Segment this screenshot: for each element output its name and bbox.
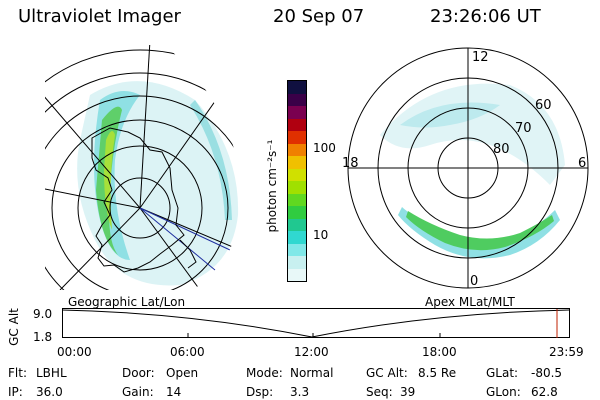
glon-label: GLon: (486, 385, 521, 399)
colorbar-swatch (288, 81, 306, 94)
coastline (91, 127, 185, 273)
xtick-2359: 23:59 (549, 345, 584, 359)
xtick-1200: 12:00 (294, 345, 329, 359)
mlt-label-12: 12 (472, 50, 489, 65)
glon-value: 62.8 (531, 385, 558, 399)
lat-label-60: 60 (535, 98, 552, 113)
xtick-1800: 18:00 (422, 345, 457, 359)
lat-label-70: 70 (515, 121, 532, 136)
gcalt-label: GC Alt: (366, 366, 408, 380)
instrument-title: Ultraviolet Imager (18, 6, 181, 27)
mode-value: Normal (290, 366, 334, 380)
colorbar-swatch (288, 268, 306, 281)
gain-value: 14 (166, 385, 182, 399)
dsp-value: 3.3 (290, 385, 310, 399)
time-label: 23:26:06 UT (430, 6, 541, 27)
door-label: Door: (122, 366, 155, 380)
seq-value: 39 (400, 385, 416, 399)
colorbar-swatch (288, 156, 306, 169)
mlt-label-18: 18 (342, 156, 359, 171)
gain-label: Gain: (122, 385, 154, 399)
colorbar-swatch (288, 143, 306, 156)
colorbar-swatch (288, 181, 306, 194)
lat-label-80: 80 (493, 142, 510, 157)
glat-value: -80.5 (531, 366, 563, 380)
mode-label: Mode: (246, 366, 283, 380)
mlt-label-0: 0 (470, 274, 478, 289)
altitude-ylabel: GC Alt (7, 308, 21, 346)
colorbar-unit-label: photon cm⁻²s⁻¹ (265, 139, 279, 233)
colorbar-swatch (288, 231, 306, 244)
auroral-oval-glow (380, 83, 565, 185)
xtick-0600: 06:00 (170, 345, 205, 359)
left-map-caption: Geographic Lat/Lon (68, 295, 186, 309)
altitude-plot (62, 308, 570, 338)
flt-value: LBHL (36, 366, 67, 380)
auroral-oval-band (398, 207, 560, 259)
colorbar (287, 80, 307, 282)
apex-map: 12 18 6 0 60 70 80 (342, 47, 589, 289)
geographic-map (45, 45, 240, 290)
colorbar-swatch (288, 243, 306, 256)
glat-label: GLat: (486, 366, 519, 380)
colorbar-swatch (288, 206, 306, 219)
altitude-ytick-high: 9.0 (33, 307, 53, 321)
colorbar-swatch (288, 168, 306, 181)
door-value: Open (166, 366, 199, 380)
mlt-label-6: 6 (578, 156, 586, 171)
altitude-curve (62, 309, 570, 338)
colorbar-tick-100: 100 (313, 141, 336, 155)
ip-label: IP: (8, 385, 23, 399)
right-map-caption: Apex MLat/MLT (425, 295, 515, 309)
seq-label: Seq: (366, 385, 393, 399)
gcalt-value: 8.5 Re (418, 366, 457, 380)
colorbar-swatch (288, 256, 306, 269)
colorbar-swatch (288, 106, 306, 119)
colorbar-swatch (288, 193, 306, 206)
colorbar-swatch (288, 131, 306, 144)
colorbar-swatch (288, 93, 306, 106)
xtick-0000: 00:00 (57, 345, 92, 359)
colorbar-swatch (288, 118, 306, 131)
ip-value: 36.0 (36, 385, 63, 399)
flt-label: Flt: (8, 366, 27, 380)
altitude-ytick-low: 1.8 (33, 330, 53, 344)
dsp-label: Dsp: (246, 385, 274, 399)
date-label: 20 Sep 07 (273, 6, 365, 27)
colorbar-swatch (288, 218, 306, 231)
colorbar-tick-10: 10 (313, 228, 329, 242)
